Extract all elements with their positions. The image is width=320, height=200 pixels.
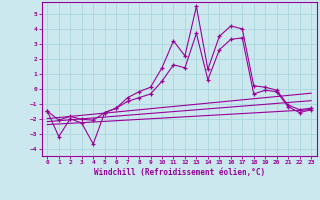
X-axis label: Windchill (Refroidissement éolien,°C): Windchill (Refroidissement éolien,°C) (94, 168, 265, 177)
